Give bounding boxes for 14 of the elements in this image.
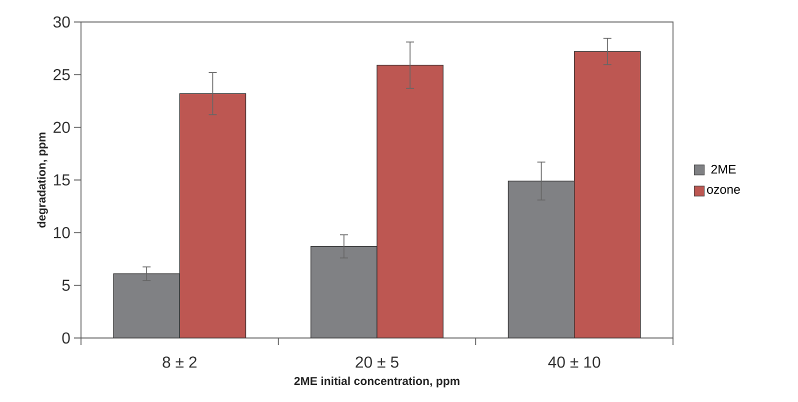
y-tick-label: 15 [54, 174, 70, 186]
y-tick-label: 20 [54, 122, 70, 133]
y-tick-label: 10 [54, 227, 70, 238]
y-tick-label: 0 [62, 332, 70, 344]
y-tick-label: 30 [53, 16, 70, 28]
x-axis-title: 2ME initial concentration, ppm [294, 376, 460, 388]
x-tick-label: 20 ± 5 [356, 356, 398, 368]
legend-label: 2ME [711, 164, 736, 174]
legend-label: ozone [707, 186, 740, 194]
y-tick-label: 5 [62, 280, 70, 291]
y-tick-label: 25 [54, 69, 70, 80]
x-tick-label: 40 ± 10 [548, 356, 600, 368]
y-axis-title: degradation, ppm [37, 132, 48, 228]
x-tick-label: 8 ± 2 [162, 356, 197, 368]
